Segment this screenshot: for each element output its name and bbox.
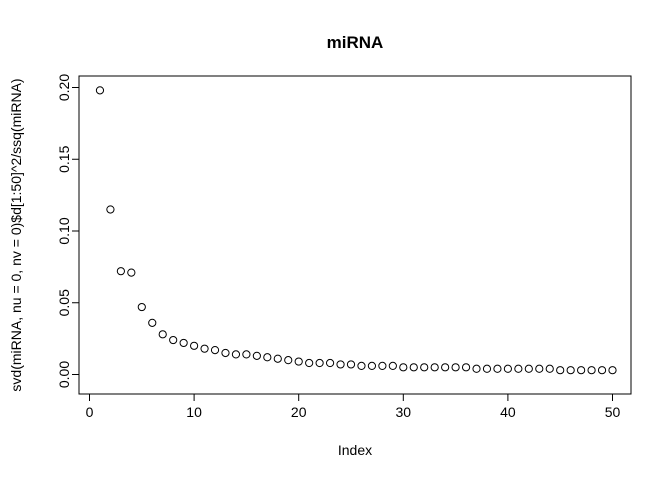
data-point (273, 354, 282, 363)
data-point (514, 364, 523, 373)
data-point (367, 361, 377, 370)
data-point (116, 267, 125, 276)
data-point (346, 360, 356, 369)
data-point (252, 351, 261, 360)
data-point (190, 341, 199, 350)
data-point (577, 366, 586, 375)
data-point (388, 361, 397, 370)
data-points (95, 86, 617, 375)
x-tick-label: 10 (186, 404, 202, 420)
y-tick-label: 0.00 (56, 361, 72, 388)
x-tick-label: 0 (86, 404, 94, 420)
y-tick-label: 0.20 (56, 74, 72, 101)
data-point (179, 338, 188, 348)
data-point (556, 366, 565, 375)
data-point (587, 366, 596, 375)
data-point (95, 86, 105, 95)
y-tick-label: 0.05 (56, 289, 72, 316)
data-point (336, 360, 345, 369)
x-tick-label: 50 (605, 404, 621, 420)
data-point (430, 363, 439, 372)
data-point (169, 335, 178, 345)
x-tick-label: 40 (500, 404, 516, 420)
data-point (441, 363, 450, 372)
x-axis-label: Index (338, 442, 372, 458)
data-point (597, 366, 607, 375)
y-axis-label: svd(miRNA, nu = 0, nv = 0)$d[1:50]^2/ssq… (8, 78, 24, 391)
data-point (284, 356, 293, 365)
x-axis: 0 10 20 30 40 50 (86, 393, 621, 420)
x-tick-label: 30 (396, 404, 412, 420)
y-tick-label: 0.10 (56, 217, 72, 244)
data-point (482, 364, 492, 373)
data-point (315, 358, 324, 368)
data-point (493, 364, 502, 373)
data-point (148, 318, 157, 327)
data-point (158, 330, 167, 339)
data-point (608, 366, 617, 375)
data-point (451, 363, 460, 372)
data-point (210, 346, 220, 355)
data-point (472, 364, 481, 373)
data-point (566, 366, 575, 375)
data-point (263, 353, 272, 362)
data-point (106, 205, 115, 214)
data-point (357, 361, 366, 370)
data-point (409, 363, 418, 372)
data-point (524, 364, 533, 373)
data-point (399, 363, 408, 372)
chart-title: miRNA (327, 33, 384, 52)
data-point (378, 361, 387, 370)
data-point (545, 364, 554, 373)
data-point (305, 358, 314, 368)
data-point (503, 364, 512, 373)
x-tick-label: 20 (291, 404, 307, 420)
data-point (461, 363, 471, 372)
data-point (294, 357, 303, 366)
y-axis: 0.00 0.05 0.10 0.15 0.20 (56, 74, 80, 388)
data-point (127, 268, 136, 277)
data-point (231, 350, 241, 359)
data-point (137, 302, 146, 312)
data-point (420, 363, 429, 372)
data-point (325, 358, 335, 368)
data-point (200, 344, 209, 353)
data-point (221, 348, 230, 358)
plot-frame (78, 75, 632, 395)
data-point (535, 364, 544, 373)
data-point (242, 350, 251, 359)
y-tick-label: 0.15 (56, 145, 72, 172)
